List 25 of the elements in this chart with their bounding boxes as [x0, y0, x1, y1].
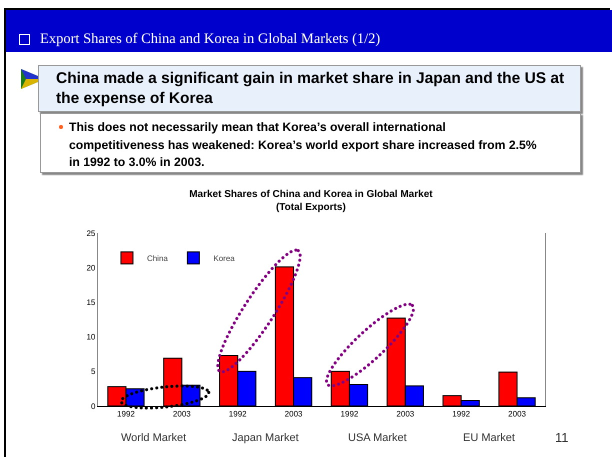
x-tick-label: 1992 — [340, 410, 359, 419]
y-tick-label: 5 — [90, 367, 96, 376]
text: China made a significant gain in market share in Japan and the US at the expense of Korea — [38, 65, 581, 112]
text: 11 — [555, 430, 568, 445]
chart-title: Market Shares of China and Korea in Global Market (Total Exports) — [189, 189, 434, 213]
x-tick-label: 2003 — [172, 410, 192, 419]
y-tick-label: 20 — [86, 263, 96, 272]
y-tick-label: 10 — [86, 332, 96, 342]
y-tick-label: 25 — [86, 228, 96, 238]
text: USA Market — [348, 432, 407, 444]
text: This does not necessarily mean that Korea’s overall international competitiveness has weakened: Korea’s world export share increased from 2.5% in 1992 to 3.0% in 2003. — [69, 120, 537, 169]
legend-label: Korea — [213, 254, 236, 263]
x-tick-label: 2003 — [284, 410, 304, 419]
x-tick-label: 1992 — [117, 410, 136, 419]
text: World Market — [121, 432, 186, 444]
text: Japan Market — [232, 432, 299, 444]
x-tick-label: 1992 — [228, 410, 248, 419]
y-tick-label: 0 — [90, 402, 96, 411]
x-tick-label: 2003 — [396, 410, 415, 419]
y-tick-label: 15 — [86, 298, 96, 307]
x-tick-label: 1992 — [452, 410, 471, 419]
text: Export Shares of China and Korea in Global Markets (1/2) — [40, 30, 380, 48]
text: EU Market — [463, 432, 515, 444]
x-tick-label: 2003 — [508, 410, 527, 419]
legend-label: China — [146, 254, 168, 263]
